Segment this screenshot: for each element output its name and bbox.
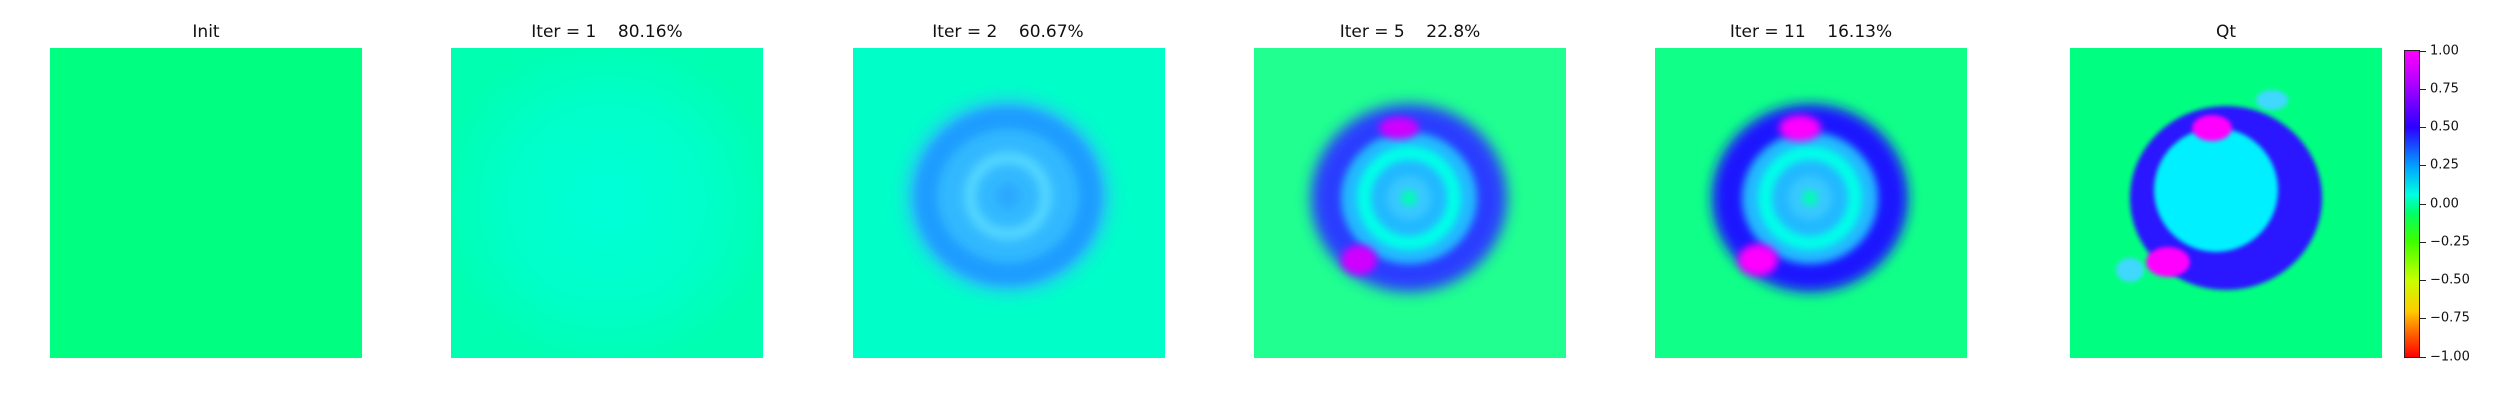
colorbar-tick xyxy=(2420,127,2426,128)
colorbar-tick xyxy=(2420,280,2426,281)
colorbar-tick-label: −0.25 xyxy=(2430,234,2470,250)
colorbar-tick xyxy=(2420,51,2426,52)
colorbar-tick xyxy=(2420,318,2426,319)
heatmap-iter-2 xyxy=(853,48,1165,358)
colorbar-tick-label: 1.00 xyxy=(2430,43,2459,59)
colorbar-tick xyxy=(2420,357,2426,358)
colorbar-tick-label: −1.00 xyxy=(2430,349,2470,365)
panel-title-qt: Qt xyxy=(2215,22,2237,42)
colorbar-tick-label: −0.75 xyxy=(2430,310,2470,326)
panel-title-iter-1: Iter = 1 80.16% xyxy=(531,22,683,42)
panel-title-init: Init xyxy=(192,22,220,42)
panel-title-iter-2: Iter = 2 60.67% xyxy=(932,22,1084,42)
colorbar-tick xyxy=(2420,204,2426,205)
colorbar-tick xyxy=(2420,89,2426,90)
colorbar-tick-label: 0.00 xyxy=(2430,196,2459,212)
colorbar-tick-label: 0.75 xyxy=(2430,81,2459,97)
colorbar-tick xyxy=(2420,165,2426,166)
panel-title-iter-5: Iter = 5 22.8% xyxy=(1339,22,1481,42)
colorbar-tick-label: −0.50 xyxy=(2430,272,2470,288)
heatmap-iter-1 xyxy=(451,48,763,358)
colorbar-tick xyxy=(2420,242,2426,243)
colorbar-tick-label: 0.50 xyxy=(2430,119,2459,135)
heatmap-qt xyxy=(2070,48,2382,358)
colorbar xyxy=(2404,50,2420,358)
panel-title-iter-11: Iter = 11 16.13% xyxy=(1729,22,1893,42)
heatmap-init xyxy=(50,48,362,358)
heatmap-iter-11 xyxy=(1655,48,1967,358)
heatmap-iter-5 xyxy=(1254,48,1566,358)
colorbar-tick-label: 0.25 xyxy=(2430,157,2459,173)
